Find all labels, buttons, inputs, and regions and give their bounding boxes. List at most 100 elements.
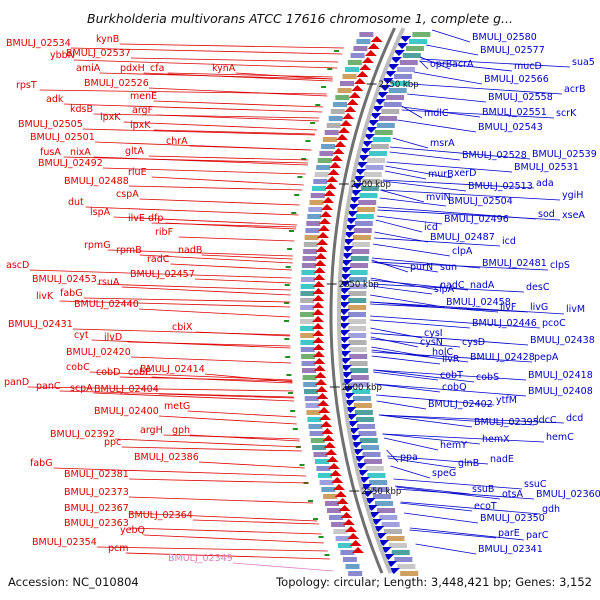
gene-label-leader <box>370 277 439 291</box>
gene-label: BMULJ_02537 <box>66 48 131 59</box>
feature-mark <box>287 248 293 250</box>
gene-label: dut <box>68 197 84 208</box>
gene-label: acrA <box>452 59 474 70</box>
gene-label-leader <box>119 43 344 49</box>
reverse-gene-arrow <box>351 183 364 189</box>
forward-gene-arrow <box>327 169 340 175</box>
forward-gene-arrow <box>312 281 325 287</box>
gene-label-leader <box>401 501 541 515</box>
gene-label: ada <box>536 178 554 189</box>
feature-block <box>349 277 368 282</box>
feature-block <box>313 179 328 184</box>
feature-block <box>348 305 367 310</box>
forward-gene-arrow <box>347 533 360 539</box>
gene-label-leader <box>404 512 479 524</box>
gene-label: BMULJ_02350 <box>480 513 545 524</box>
gene-label: icd <box>424 222 438 233</box>
reverse-gene-arrow <box>338 295 351 301</box>
gene-label: BMULJ_02501 <box>30 132 95 143</box>
feature-mark <box>324 554 330 556</box>
gene-label-leader <box>114 438 301 448</box>
reverse-gene-arrow <box>343 232 356 238</box>
feature-block <box>400 571 419 576</box>
gene-label-leader <box>375 219 423 233</box>
gene-label-leader <box>148 87 328 97</box>
feature-block <box>348 340 367 345</box>
forward-gene-arrow <box>329 470 342 476</box>
position-tick-label: 2750 kbp <box>379 80 419 90</box>
gene-label: ppc <box>104 437 121 448</box>
gene-label: pdxH <box>120 63 145 74</box>
gene-label-leader <box>165 222 297 230</box>
reverse-gene-arrow <box>338 302 351 308</box>
feature-block <box>370 144 389 149</box>
gene-label-leader <box>153 129 315 135</box>
gene-label-leader <box>373 237 501 247</box>
reverse-gene-arrow <box>340 260 353 266</box>
feature-block <box>363 172 382 177</box>
gene-label-leader <box>379 414 473 428</box>
gene-label-leader <box>128 512 318 522</box>
feature-block <box>386 95 405 100</box>
gene-label: BMULJ_02577 <box>480 45 545 56</box>
forward-gene-arrow <box>313 358 326 364</box>
feature-block <box>397 564 416 569</box>
gene-label: BMULJ_02488 <box>64 176 129 187</box>
feature-block <box>352 389 371 394</box>
gene-label-leader <box>387 455 489 465</box>
gene-label-leader <box>410 83 563 95</box>
feature-block <box>333 529 348 534</box>
feature-mark <box>294 194 300 196</box>
feature-block <box>305 403 320 408</box>
reverse-gene-arrow <box>339 267 352 273</box>
gene-label: cysN <box>420 337 443 348</box>
feature-block <box>352 242 371 247</box>
feature-block <box>357 424 376 429</box>
gene-label-leader <box>393 478 523 490</box>
gene-label-leader <box>204 373 293 383</box>
reverse-gene-arrow <box>352 176 365 182</box>
feature-block <box>302 256 317 261</box>
gene-label: lspA <box>90 207 111 218</box>
forward-gene-arrow <box>312 309 324 315</box>
gene-label-leader <box>107 249 294 257</box>
gene-label: mviN <box>426 192 451 203</box>
forward-gene-arrow <box>314 260 327 266</box>
feature-block <box>302 375 317 380</box>
gene-label-leader <box>385 170 427 180</box>
feature-block <box>377 508 396 513</box>
gene-label: BMULJ_02349 <box>168 553 233 564</box>
feature-block <box>335 536 350 541</box>
gene-label: fabG <box>30 458 53 469</box>
gene-label-leader <box>127 341 291 347</box>
feature-mark <box>313 518 318 520</box>
feature-block <box>327 508 341 513</box>
gene-label: oprB <box>430 59 452 70</box>
reverse-gene-arrow <box>341 246 354 252</box>
gene-label: cobC <box>66 362 90 373</box>
feature-block <box>350 256 369 261</box>
gene-label-leader <box>113 216 298 226</box>
gene-label: BMULJ_02566 <box>484 74 549 85</box>
reverse-gene-arrow <box>354 169 367 175</box>
gene-label-leader <box>194 278 292 284</box>
forward-gene-arrow <box>340 120 352 126</box>
feature-block <box>353 228 372 233</box>
feature-mark <box>299 464 305 466</box>
feature-block <box>351 382 370 387</box>
gene-label: nadE <box>490 454 514 465</box>
forward-gene-arrow <box>352 547 364 553</box>
feature-block <box>347 60 362 65</box>
forward-gene-arrow <box>333 484 345 490</box>
reverse-gene-arrow <box>359 148 372 154</box>
feature-block <box>303 249 318 254</box>
forward-gene-arrow <box>364 50 377 56</box>
forward-gene-arrow <box>348 92 361 98</box>
reverse-gene-arrow <box>339 274 352 280</box>
feature-block <box>300 326 315 331</box>
feature-block <box>371 487 389 492</box>
feature-block <box>300 347 315 352</box>
gene-label-leader <box>59 390 294 398</box>
gene-label: radC <box>147 254 170 265</box>
gene-label: sun <box>440 262 457 273</box>
